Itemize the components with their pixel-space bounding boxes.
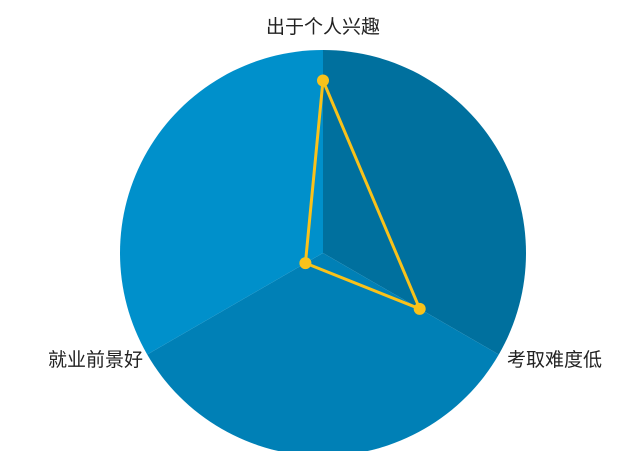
axis-label-employment: 就业前景好 — [48, 349, 143, 371]
axis-label-interest: 出于个人兴趣 — [266, 16, 380, 38]
radar-sector — [120, 50, 323, 355]
radar-axis-labels: 出于个人兴趣 考取难度低 就业前景好 — [48, 16, 602, 371]
radar-data-point — [317, 74, 329, 87]
radar-data-point — [413, 302, 426, 315]
radar-data-point — [299, 257, 312, 270]
radar-sector — [147, 253, 499, 451]
radar-sectors — [120, 50, 526, 451]
radar-sector — [323, 50, 526, 355]
radar-series-layer — [299, 74, 426, 315]
axis-label-difficulty: 考取难度低 — [507, 349, 602, 371]
radar-series-line — [303, 78, 422, 311]
